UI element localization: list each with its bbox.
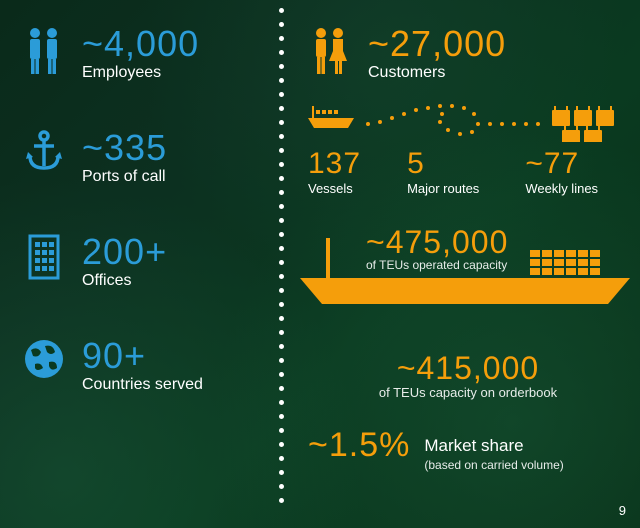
employees-value: ~4,000 <box>82 26 199 62</box>
ports-value: ~335 <box>82 130 167 166</box>
routes-label: Major routes <box>407 181 479 196</box>
customers-label: Customers <box>368 64 506 82</box>
routes-value: 5 <box>407 149 425 179</box>
stat-weekly: ~77 Weekly lines <box>525 149 598 196</box>
vessels-label: Vessels <box>308 181 353 196</box>
customers-value: ~27,000 <box>368 26 506 62</box>
stat-vessels: 137 Vessels <box>308 149 361 196</box>
weekly-value: ~77 <box>525 149 579 179</box>
countries-value: 90+ <box>82 338 203 374</box>
employees-label: Employees <box>82 64 199 82</box>
ports-label: Ports of call <box>82 168 167 186</box>
triple-stats: 137 Vessels 5 Major routes ~77 Weekly li… <box>308 149 628 196</box>
building-icon <box>22 234 66 280</box>
vessels-value: 137 <box>308 149 361 179</box>
offices-label: Offices <box>82 272 167 290</box>
stat-market-share: ~1.5% Market share (based on carried vol… <box>308 428 628 472</box>
right-column: ~27,000 Customers <box>278 0 640 528</box>
stat-customers: ~27,000 Customers <box>308 26 628 82</box>
share-value: ~1.5% <box>308 428 410 462</box>
stat-offices: 200+ Offices <box>22 234 278 290</box>
stat-teu-orderbook: ~415,000 of TEUs capacity on orderbook <box>308 352 628 402</box>
teu-operated-value: ~475,000 <box>366 224 508 260</box>
stat-ports: ~335 Ports of call <box>22 130 278 186</box>
offices-value: 200+ <box>82 234 167 270</box>
stat-countries: 90+ Countries served <box>22 338 278 394</box>
couple-icon <box>308 26 352 78</box>
anchor-icon <box>22 130 66 172</box>
route-illustration <box>308 100 628 142</box>
weekly-label: Weekly lines <box>525 181 598 196</box>
page-number: 9 <box>619 503 626 518</box>
people-icon <box>22 26 66 76</box>
countries-label: Countries served <box>82 376 203 394</box>
stat-employees: ~4,000 Employees <box>22 26 278 82</box>
stat-routes: 5 Major routes <box>407 149 479 196</box>
share-label: Market share <box>424 436 563 456</box>
teu-operated-sub: of TEUs operated capacity <box>366 258 508 272</box>
infographic-page: ~4,000 Employees ~335 P <box>0 0 640 528</box>
stat-teu-operated: ~475,000 of TEUs operated capacity <box>308 226 628 346</box>
globe-icon <box>22 338 66 380</box>
teu-orderbook-sub: of TEUs capacity on orderbook <box>379 385 557 400</box>
share-sub: (based on carried volume) <box>424 458 563 472</box>
left-column: ~4,000 Employees ~335 P <box>0 0 278 528</box>
teu-orderbook-value: ~415,000 <box>308 352 628 384</box>
